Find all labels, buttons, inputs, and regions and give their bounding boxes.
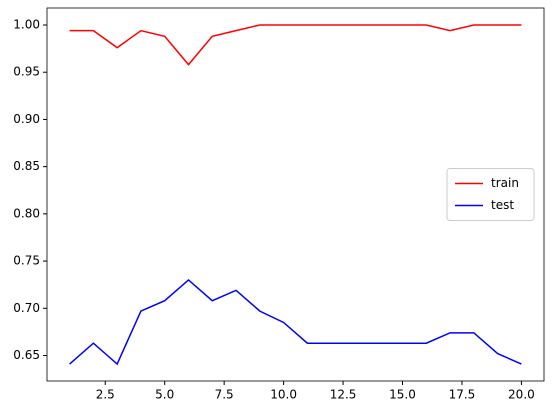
x-tick-label: 10.0 [270,388,297,402]
x-tick-label: 17.5 [449,388,476,402]
x-tick-label: 5.0 [155,388,174,402]
x-tick-label: 20.0 [508,388,535,402]
legend-box [446,168,535,221]
y-tick-label: 0.75 [13,254,40,268]
x-tick-label: 12.5 [330,388,357,402]
y-tick-label: 0.85 [13,159,40,173]
y-tick-label: 0.65 [13,348,40,362]
line-series [69,24,522,66]
y-tick-label: 0.70 [13,301,40,315]
line-series [69,278,522,366]
x-tick-label: 7.5 [215,388,234,402]
legend-label: test [491,198,514,212]
y-tick-label: 0.95 [13,65,40,79]
y-tick-label: 0.80 [13,206,40,220]
legend-label: train [491,176,519,190]
x-tick-label: 2.5 [96,388,115,402]
y-tick-label: 0.90 [13,112,40,126]
axes-frame [46,7,545,382]
x-tick-label: 15.0 [389,388,416,402]
y-tick-label: 1.00 [13,17,40,31]
legend: train test [446,168,535,221]
